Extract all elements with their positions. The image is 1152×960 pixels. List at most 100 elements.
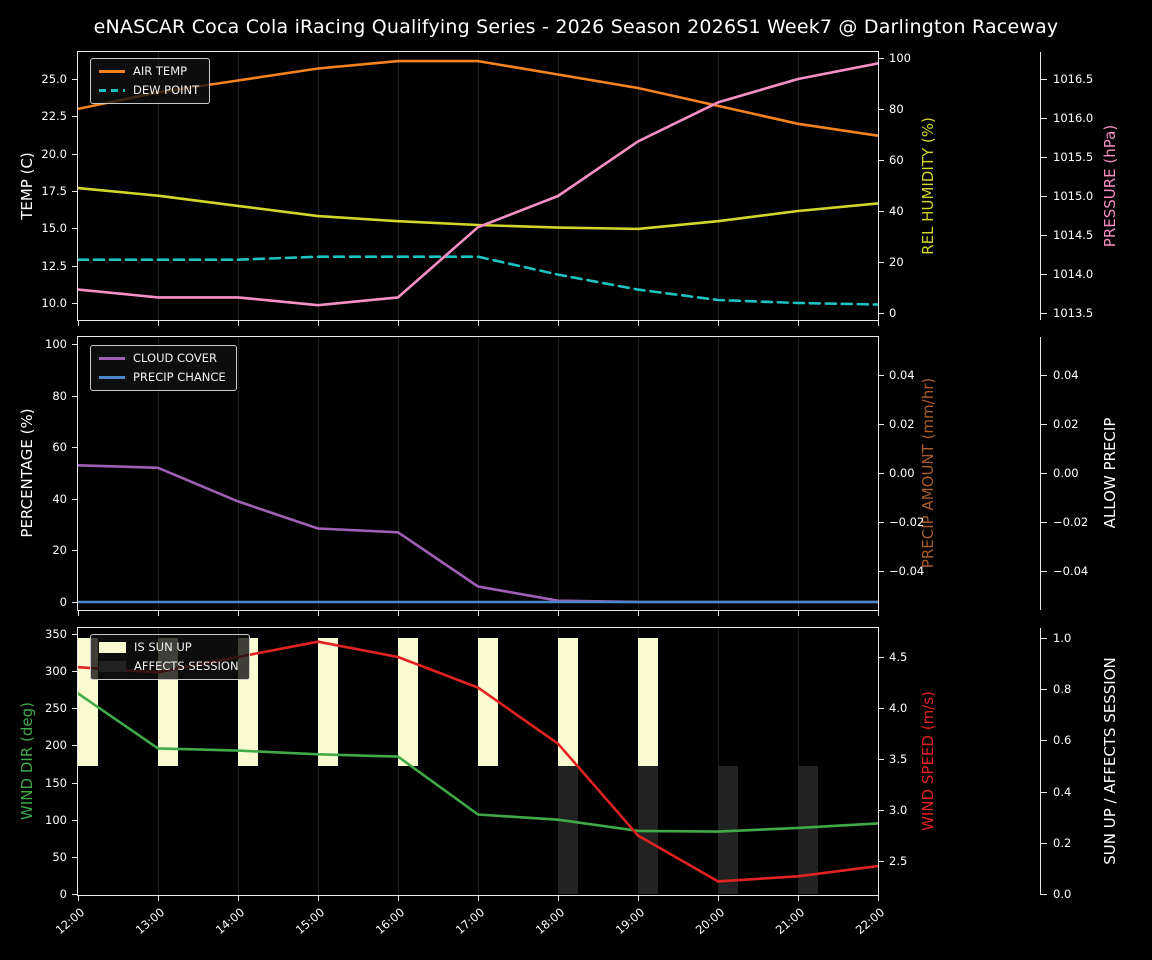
y-tick-label: −0.04 [889,564,925,578]
x-tick [318,611,319,616]
y-tick [72,344,77,345]
y-tick-label: 350 [45,627,67,641]
y-tick [72,708,77,710]
y-tick [72,303,77,304]
y-tick [72,498,77,500]
legend-swatch-icon [99,89,125,92]
y-tick-label: 3.5 [889,752,908,766]
y-tick [879,759,884,760]
y-tick [879,657,884,658]
x-tick [478,321,479,326]
y-tick [72,671,77,673]
y-axis-label-precip-amount: PRECIP AMOUNT (mm/hr) [919,377,937,569]
plot-border [77,51,879,321]
y-axis-label-humidity: REL HUMIDITY (%) [919,117,937,255]
y-tick [72,79,77,80]
x-tick-label: 14:00 [212,905,247,938]
series-air-temp [78,59,878,137]
y-tick [879,262,884,263]
y-tick-label: 1014.5 [1053,228,1094,242]
y-tick-label: 0 [59,887,67,901]
x-tick [638,611,639,616]
legend-label: AIR TEMP [133,64,188,78]
x-tick [78,611,79,616]
y-tick-label: 100 [45,812,67,827]
bar-affects-session [798,766,818,894]
y-tick-label: 0.2 [1053,835,1072,850]
y-tick-label: 40 [889,204,904,218]
y-tick-label: 1015.0 [1053,189,1094,203]
y-tick-label: 150 [45,775,67,790]
y-tick-label: 1014.0 [1053,267,1094,281]
x-tick [238,321,239,326]
wind-sun-legend: IS SUN UP AFFECTS SESSION [90,634,250,680]
x-tick [878,611,879,616]
y-axis-label-allow-precip: ALLOW PRECIP [1101,417,1119,529]
y-tick [1041,196,1047,197]
plot-border [77,336,879,611]
y-axis-label-wind-speed: WIND SPEED (m/s) [919,691,937,831]
y-tick [72,191,77,192]
x-tick [318,896,319,901]
y-tick-label: 250 [45,701,67,716]
temperature-humidity-pressure-plot-area [78,52,878,320]
y-tick-label: 1016.0 [1053,111,1094,125]
y-tick-label: −0.02 [1053,515,1089,529]
legend-item: AIR TEMP [99,65,199,78]
y-tick-label: 2.5 [889,854,908,868]
y-tick-label: 0.04 [1053,368,1079,382]
y-tick-label: 0.8 [1053,682,1072,697]
y-tick [72,819,77,821]
y-tick-label: 25.0 [41,72,67,86]
y-tick-label: 100 [45,337,67,351]
x-tick-label: 17:00 [452,905,487,938]
x-tick [158,611,159,616]
y-tick [72,153,77,155]
y-tick [1041,118,1047,119]
legend-label: CLOUD COVER [133,351,218,365]
detached-axis-spine [1040,337,1041,610]
y-tick [1041,571,1047,572]
legend-item: DEW POINT [99,84,199,97]
y-tick [1041,689,1047,691]
legend-swatch-icon [99,661,126,672]
bar-is-sun-up [318,638,338,766]
y-tick [72,894,77,895]
x-tick-label: 16:00 [372,905,407,938]
y-tick-label: 3.0 [889,803,908,817]
y-tick [879,861,884,862]
y-tick [1041,79,1047,80]
y-tick [879,313,884,314]
legend-swatch-icon [99,376,125,379]
series-pressure [78,62,878,307]
y-tick [1041,235,1047,236]
series-rel-humidity [78,186,878,231]
y-tick [879,211,884,212]
x-tick [558,321,559,326]
y-tick [879,58,884,59]
y-tick-label: 1015.5 [1053,150,1094,164]
y-tick-label: −0.04 [1053,564,1089,578]
bar-is-sun-up [478,638,498,766]
bar-affects-session [558,766,578,894]
y-tick [1041,522,1047,523]
y-tick-label: 0 [59,595,67,609]
y-tick-label: 15.0 [41,221,67,236]
x-tick [158,896,159,901]
x-tick [638,896,639,901]
legend-label: DEW POINT [133,83,200,97]
figure-title: eNASCAR Coca Cola iRacing Qualifying Ser… [93,16,1059,38]
y-tick [72,116,77,118]
y-tick [72,634,77,635]
y-tick-label: 17.5 [41,184,67,198]
x-tick-label: 18:00 [532,905,567,938]
y-tick [879,810,884,811]
y-tick-label: −0.02 [889,515,925,529]
y-tick [879,522,884,523]
y-tick-label: 0.02 [1053,417,1079,431]
y-tick-label: 80 [52,388,67,403]
y-tick [72,395,77,397]
y-tick [72,228,77,230]
detached-axis-spine [1040,52,1041,320]
x-tick [718,611,719,616]
